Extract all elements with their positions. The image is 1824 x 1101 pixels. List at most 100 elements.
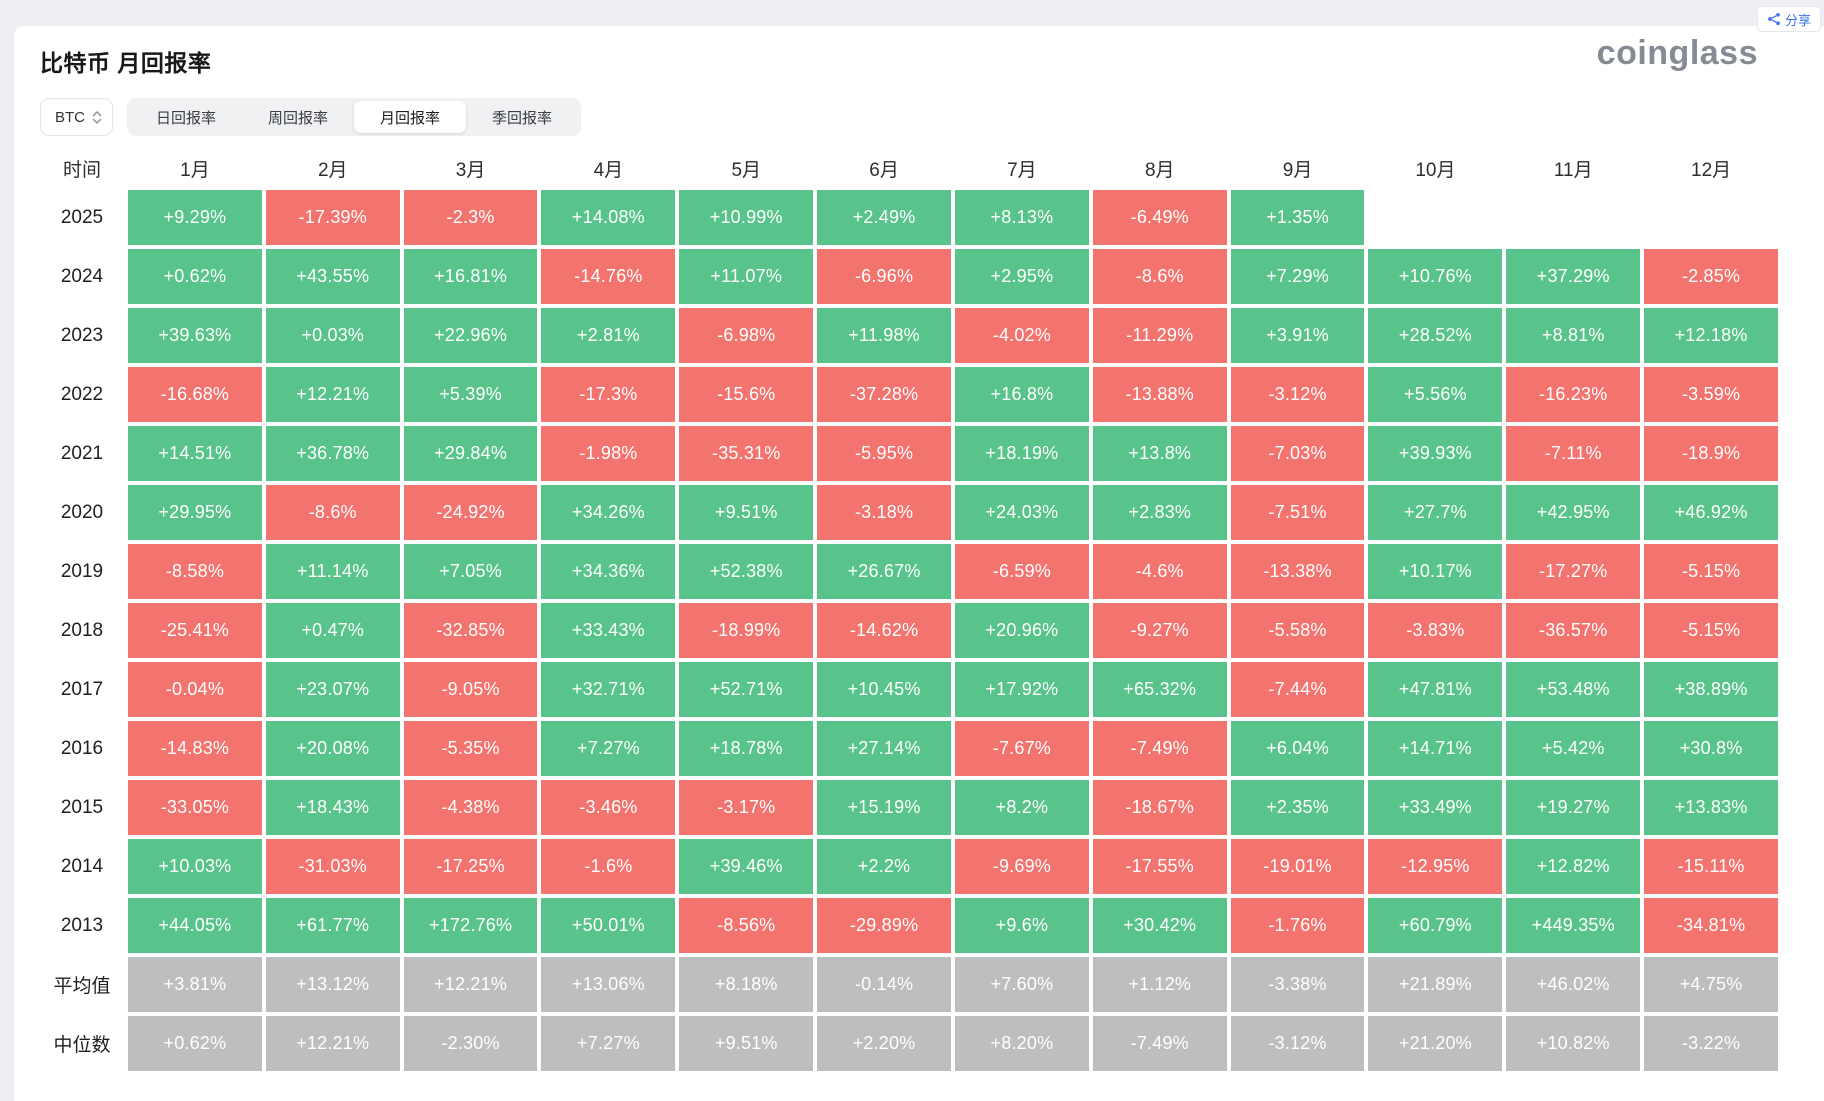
- return-cell: +18.78%: [679, 721, 814, 776]
- year-label: 2022: [60, 383, 104, 405]
- return-cell: -12.95%: [1368, 839, 1503, 894]
- return-cell: +2.20%: [817, 1016, 951, 1071]
- return-cell: -3.17%: [679, 780, 814, 835]
- year-label: 2018: [60, 619, 104, 641]
- return-cell: +17.92%: [954, 662, 1089, 717]
- return-cell: -7.51%: [1230, 485, 1365, 540]
- tab-daily-returns[interactable]: 日回报率: [130, 101, 242, 133]
- monthly-returns-table: 时间 1月 2月 3月 4月 5月 6月 7月 8月 9月 10月 11月 12月 2025 +9.29% -…: [40, 150, 1778, 1071]
- return-cell: +10.76%: [1368, 249, 1503, 304]
- return-cell: +5.42%: [1506, 721, 1641, 776]
- return-cell: +11.98%: [817, 308, 951, 363]
- return-cell: -29.89%: [817, 898, 951, 953]
- return-cell: -5.15%: [1644, 603, 1778, 658]
- return-cell: -2.85%: [1644, 249, 1778, 304]
- return-cell: +34.26%: [541, 485, 676, 540]
- empty-cell: [1506, 190, 1640, 245]
- return-cell: -6.49%: [1092, 190, 1227, 245]
- return-cell: +4.75%: [1644, 957, 1778, 1012]
- return-cell: +16.8%: [954, 367, 1089, 422]
- return-cell: +13.83%: [1644, 780, 1778, 835]
- return-cell: -17.3%: [541, 367, 676, 422]
- return-cell: -3.59%: [1644, 367, 1778, 422]
- return-cell: +37.29%: [1506, 249, 1641, 304]
- return-cell: +43.55%: [265, 249, 400, 304]
- return-cell: -16.68%: [128, 367, 262, 422]
- return-cell: +7.05%: [403, 544, 538, 599]
- summary-label: 中位数: [53, 1035, 111, 1056]
- return-cell: +449.35%: [1506, 898, 1641, 953]
- year-label: 2020: [60, 501, 104, 523]
- return-cell: +8.20%: [954, 1016, 1089, 1071]
- year-label: 2017: [60, 678, 104, 700]
- return-cell: +27.7%: [1368, 485, 1503, 540]
- return-cell: +18.43%: [265, 780, 400, 835]
- tab-monthly-returns[interactable]: 月回报率: [354, 101, 467, 133]
- return-cell: +61.77%: [265, 898, 400, 953]
- return-cell: +38.89%: [1644, 662, 1778, 717]
- return-cell: +3.91%: [1230, 308, 1365, 363]
- tab-quarterly-returns[interactable]: 季回报率: [466, 101, 578, 133]
- return-cell: +65.32%: [1092, 662, 1227, 717]
- year-label: 2016: [60, 737, 104, 759]
- return-cell: +24.03%: [954, 485, 1089, 540]
- return-cell: +30.8%: [1644, 721, 1778, 776]
- return-cell: +33.49%: [1368, 780, 1503, 835]
- return-cell: +0.62%: [128, 249, 262, 304]
- return-cell: -7.49%: [1092, 1016, 1227, 1071]
- return-cell: +39.93%: [1368, 426, 1503, 481]
- year-label: 2019: [60, 560, 104, 582]
- return-cell: +52.38%: [679, 544, 814, 599]
- month-header: 7月: [1007, 159, 1037, 181]
- month-header: 4月: [593, 159, 624, 181]
- return-cell: +46.92%: [1644, 485, 1778, 540]
- return-cell: -18.67%: [1092, 780, 1227, 835]
- main-card: 比特币 月回报率 coinglass BTC 日回报率 周回报率 月回报率 季回报率 …: [14, 26, 1824, 1101]
- return-cell: -15.11%: [1644, 839, 1778, 894]
- return-cell: -32.85%: [403, 603, 538, 658]
- return-cell: +10.99%: [679, 190, 814, 245]
- return-cell: +12.82%: [1506, 839, 1641, 894]
- month-header: 3月: [455, 159, 486, 181]
- return-cell: +12.18%: [1644, 308, 1778, 363]
- return-cell: -9.05%: [403, 662, 538, 717]
- updown-chevron-icon: [92, 110, 102, 125]
- return-cell: -3.12%: [1230, 367, 1365, 422]
- return-cell: -35.31%: [679, 426, 814, 481]
- return-cell: +22.96%: [403, 308, 538, 363]
- month-header: 10月: [1415, 159, 1456, 181]
- coinglass-logo: coinglass: [1596, 34, 1758, 72]
- return-cell: -6.98%: [679, 308, 814, 363]
- tab-weekly-returns[interactable]: 周回报率: [242, 101, 354, 133]
- return-cell: -4.02%: [954, 308, 1089, 363]
- return-cell: -11.29%: [1092, 308, 1227, 363]
- return-cell: +7.27%: [541, 1016, 676, 1071]
- return-cell: -3.38%: [1230, 957, 1365, 1012]
- return-cell: -7.44%: [1230, 662, 1365, 717]
- return-cell: +13.12%: [265, 957, 400, 1012]
- return-cell: -0.14%: [817, 957, 951, 1012]
- controls-bar: BTC 日回报率 周回报率 月回报率 季回报率: [40, 98, 582, 136]
- return-cell: -36.57%: [1506, 603, 1641, 658]
- return-cell: -17.39%: [265, 190, 400, 245]
- return-cell: +9.51%: [679, 485, 814, 540]
- return-cell: -3.83%: [1368, 603, 1503, 658]
- return-cell: +0.47%: [265, 603, 400, 658]
- return-cell: -18.99%: [679, 603, 814, 658]
- return-cell: +5.39%: [403, 367, 538, 422]
- return-cell: +1.35%: [1230, 190, 1365, 245]
- return-cell: +7.29%: [1230, 249, 1365, 304]
- coin-selector[interactable]: BTC: [40, 98, 113, 136]
- month-header: 6月: [869, 159, 899, 181]
- return-cell: +23.07%: [265, 662, 400, 717]
- return-cell: +19.27%: [1506, 780, 1641, 835]
- return-cell: +15.19%: [817, 780, 951, 835]
- share-button[interactable]: 分享: [1756, 6, 1821, 32]
- return-cell: -7.67%: [954, 721, 1089, 776]
- return-cell: -25.41%: [128, 603, 262, 658]
- month-header: 1月: [180, 159, 210, 181]
- return-cell: -1.76%: [1230, 898, 1365, 953]
- return-cell: +10.03%: [128, 839, 262, 894]
- return-cell: +5.56%: [1368, 367, 1503, 422]
- return-cell: -3.12%: [1230, 1016, 1365, 1071]
